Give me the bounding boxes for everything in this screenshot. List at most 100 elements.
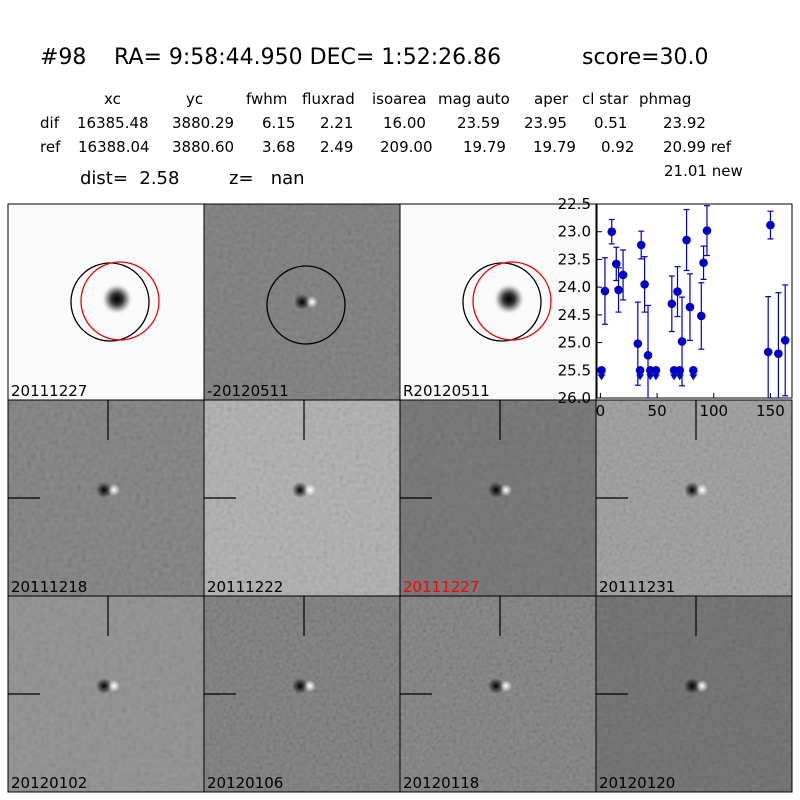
- header: #98 RA= 9:58:44.950 DEC= 1:52:26.86 scor…: [40, 45, 743, 189]
- table-cell: 23.92: [663, 114, 706, 132]
- table-cell: 0.92: [601, 138, 634, 156]
- x-tick-label: 0: [596, 402, 606, 420]
- column-header: xc: [104, 90, 121, 108]
- table-cell: 19.79: [463, 138, 506, 156]
- column-header: isoarea: [372, 90, 427, 108]
- panel-noise: [400, 400, 596, 596]
- image-panel: 20111231: [595, 399, 793, 597]
- panel-label: 20120120: [599, 774, 675, 792]
- dipole-dark: [294, 294, 310, 310]
- panel-noise: [8, 596, 204, 792]
- point: [667, 299, 677, 309]
- dipole-dark: [684, 678, 700, 694]
- point: [643, 351, 653, 360]
- point: [607, 227, 617, 237]
- image-panel: 20120118: [399, 595, 597, 793]
- upper-limit-point: [597, 365, 606, 375]
- upper-limit-arrow: [646, 374, 655, 381]
- panel-label: 20111222: [207, 578, 283, 596]
- coordinates: RA= 9:58:44.950 DEC= 1:52:26.86: [114, 45, 501, 70]
- point: [611, 259, 621, 269]
- panel-label: -20120511: [207, 382, 289, 400]
- panel-noise: [596, 596, 792, 792]
- point: [682, 235, 691, 245]
- table-cell: 20.99 ref: [663, 138, 732, 156]
- table-cell: 16385.48: [77, 114, 149, 132]
- point: [673, 287, 682, 296]
- upper-limit-arrow: [597, 374, 606, 381]
- dipole-light: [696, 680, 708, 692]
- score: score=30.0: [582, 45, 709, 70]
- point: [600, 286, 610, 296]
- table-cell: 2.49: [320, 138, 353, 156]
- panel-noise: [204, 400, 400, 596]
- table-cell: 16.00: [383, 114, 426, 132]
- point: [697, 311, 706, 321]
- panel-noise: [400, 596, 596, 792]
- upper-limit-point: [651, 365, 661, 375]
- point: [633, 339, 643, 348]
- aperture: [266, 265, 346, 345]
- upper-limit-point: [675, 365, 685, 375]
- x-tick-label: 100: [699, 402, 728, 420]
- source: [101, 283, 133, 315]
- y-tick-label: 25.0: [558, 334, 591, 352]
- panel-label: 20111227: [403, 578, 479, 596]
- x-tick-label: 50: [648, 402, 667, 420]
- redshift: z= nan: [229, 168, 305, 189]
- upper-limit-arrow: [675, 374, 684, 381]
- panel-label: 20111218: [11, 578, 87, 596]
- dipole-light: [500, 484, 512, 496]
- dipole-dark: [488, 678, 504, 694]
- column-header: cl star: [582, 90, 629, 108]
- table-cell: 3.68: [262, 138, 295, 156]
- y-tick-label: 26.0: [558, 389, 591, 407]
- column-header: fwhm: [246, 90, 287, 108]
- image-panel: 20111218: [7, 399, 205, 597]
- point: [702, 226, 712, 235]
- table-cell: 23.59: [457, 114, 500, 132]
- column-header: aper: [534, 90, 569, 108]
- dipole-dark: [684, 482, 700, 498]
- table-cell: 209.00: [380, 138, 433, 156]
- panel-label: 20120118: [403, 774, 479, 792]
- point: [699, 258, 708, 268]
- y-tick-label: 23.0: [558, 223, 591, 241]
- upper-limit-arrow: [689, 374, 698, 381]
- dipole-light: [304, 484, 316, 496]
- column-header: phmag: [639, 90, 691, 108]
- panel-noise: [596, 400, 792, 596]
- point: [636, 240, 646, 250]
- plot-area: [596, 203, 793, 399]
- panels: 20111227 -20120511 R20120511 20111218 201112…: [7, 203, 793, 793]
- image-panel: 20111222: [203, 399, 401, 597]
- panel-label: 20120106: [207, 774, 283, 792]
- dipole-light: [304, 680, 316, 692]
- table-cell: 23.95: [524, 114, 567, 132]
- table-cell: 2.21: [320, 114, 353, 132]
- upper-limit-point: [689, 365, 698, 375]
- table-cell: 19.79: [533, 138, 576, 156]
- point: [640, 280, 649, 289]
- dipole-dark: [292, 482, 308, 498]
- table-cell: 0.51: [594, 114, 627, 132]
- y-tick-label: 22.5: [558, 195, 591, 213]
- dipole-light: [500, 680, 512, 692]
- dipole-dark: [488, 482, 504, 498]
- y-tick-label: 23.5: [558, 250, 591, 268]
- x-tick-label: 150: [756, 402, 785, 420]
- dipole-light: [306, 296, 318, 308]
- y-tick-label: 24.5: [558, 306, 591, 324]
- dipole-light: [108, 680, 120, 692]
- image-panel: 20111227: [399, 399, 597, 597]
- dipole-dark: [96, 678, 112, 694]
- phmag-new: 21.01 new: [664, 162, 743, 180]
- dipole-dark: [96, 482, 112, 498]
- plot-data: [597, 205, 790, 398]
- image-panel: 20111227: [7, 203, 205, 401]
- point: [677, 337, 687, 346]
- dipole-light: [696, 484, 708, 496]
- y-tick-label: 24.0: [558, 278, 591, 296]
- image-panel: 20120120: [595, 595, 793, 793]
